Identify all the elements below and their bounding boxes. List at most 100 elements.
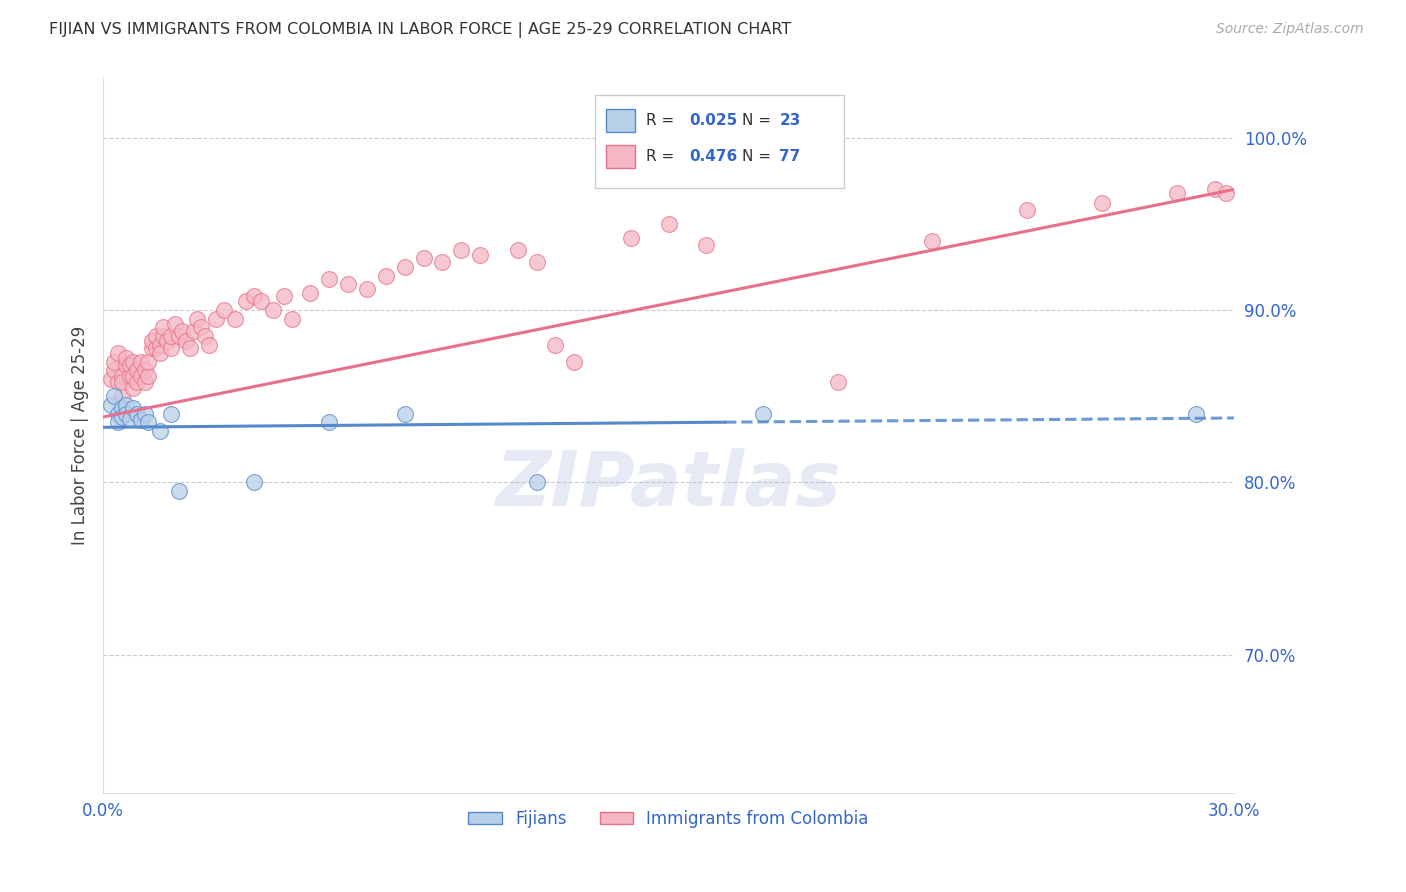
- Point: [160, 329, 183, 343]
- Text: Source: ZipAtlas.com: Source: ZipAtlas.com: [1216, 22, 1364, 37]
- Point: [138, 368, 160, 383]
- Point: [183, 324, 205, 338]
- Point: [103, 363, 125, 377]
- Point: [134, 376, 156, 390]
- Point: [318, 415, 340, 429]
- Point: [1204, 182, 1226, 196]
- Point: [111, 401, 134, 416]
- Point: [167, 484, 190, 499]
- Point: [111, 368, 134, 383]
- Point: [179, 341, 201, 355]
- Point: [160, 407, 183, 421]
- Point: [111, 409, 134, 424]
- Point: [544, 337, 567, 351]
- Point: [562, 355, 585, 369]
- Text: 77: 77: [779, 149, 800, 163]
- Point: [152, 320, 174, 334]
- Point: [299, 285, 322, 300]
- Point: [280, 311, 302, 326]
- Point: [921, 234, 943, 248]
- Point: [506, 243, 529, 257]
- Point: [100, 372, 122, 386]
- Point: [107, 346, 129, 360]
- Text: N =: N =: [742, 149, 776, 163]
- Point: [212, 303, 235, 318]
- Point: [468, 248, 491, 262]
- Point: [1185, 407, 1208, 421]
- Point: [149, 346, 172, 360]
- Point: [186, 311, 208, 326]
- Point: [205, 311, 228, 326]
- Point: [125, 407, 148, 421]
- Text: ZIPatlas: ZIPatlas: [495, 448, 842, 522]
- Point: [1091, 196, 1114, 211]
- Point: [125, 363, 148, 377]
- Point: [273, 289, 295, 303]
- Bar: [606, 145, 634, 168]
- Point: [122, 401, 145, 416]
- Point: [450, 243, 472, 257]
- Point: [118, 368, 141, 383]
- Point: [356, 282, 378, 296]
- Point: [114, 358, 136, 372]
- Point: [1166, 186, 1188, 200]
- Point: [197, 337, 219, 351]
- Point: [695, 237, 717, 252]
- Point: [107, 376, 129, 390]
- Point: [1015, 203, 1038, 218]
- Bar: [595, 95, 844, 188]
- Point: [172, 324, 194, 338]
- Point: [337, 277, 360, 292]
- Point: [107, 415, 129, 429]
- Text: 23: 23: [779, 113, 800, 128]
- Point: [125, 376, 148, 390]
- Point: [657, 217, 679, 231]
- Point: [194, 329, 217, 343]
- Text: R =: R =: [645, 113, 679, 128]
- Point: [262, 303, 284, 318]
- Point: [432, 255, 454, 269]
- Point: [103, 389, 125, 403]
- Point: [156, 334, 179, 348]
- Point: [163, 317, 186, 331]
- Point: [122, 381, 145, 395]
- Point: [394, 260, 416, 274]
- Point: [103, 355, 125, 369]
- Text: R =: R =: [645, 149, 679, 163]
- Point: [752, 407, 775, 421]
- Point: [118, 358, 141, 372]
- Text: 0.025: 0.025: [689, 113, 737, 128]
- Point: [134, 407, 156, 421]
- Point: [174, 334, 197, 348]
- Legend: Fijians, Immigrants from Colombia: Fijians, Immigrants from Colombia: [461, 803, 876, 834]
- Point: [167, 329, 190, 343]
- Point: [243, 289, 266, 303]
- Point: [149, 424, 172, 438]
- Point: [235, 294, 257, 309]
- Point: [138, 355, 160, 369]
- Text: 0.476: 0.476: [689, 149, 737, 163]
- Point: [149, 337, 172, 351]
- Point: [1215, 186, 1237, 200]
- Point: [620, 230, 643, 244]
- Point: [224, 311, 246, 326]
- Point: [145, 341, 167, 355]
- Point: [526, 475, 548, 490]
- Point: [100, 398, 122, 412]
- Point: [122, 355, 145, 369]
- Point: [141, 341, 163, 355]
- Point: [138, 415, 160, 429]
- Point: [114, 407, 136, 421]
- Point: [526, 255, 548, 269]
- Point: [190, 320, 212, 334]
- Point: [141, 334, 163, 348]
- Text: FIJIAN VS IMMIGRANTS FROM COLOMBIA IN LABOR FORCE | AGE 25-29 CORRELATION CHART: FIJIAN VS IMMIGRANTS FROM COLOMBIA IN LA…: [49, 22, 792, 38]
- Point: [122, 368, 145, 383]
- Point: [107, 407, 129, 421]
- Point: [111, 389, 134, 403]
- Point: [114, 398, 136, 412]
- Point: [129, 368, 152, 383]
- Point: [114, 351, 136, 366]
- Point: [250, 294, 273, 309]
- Point: [412, 252, 434, 266]
